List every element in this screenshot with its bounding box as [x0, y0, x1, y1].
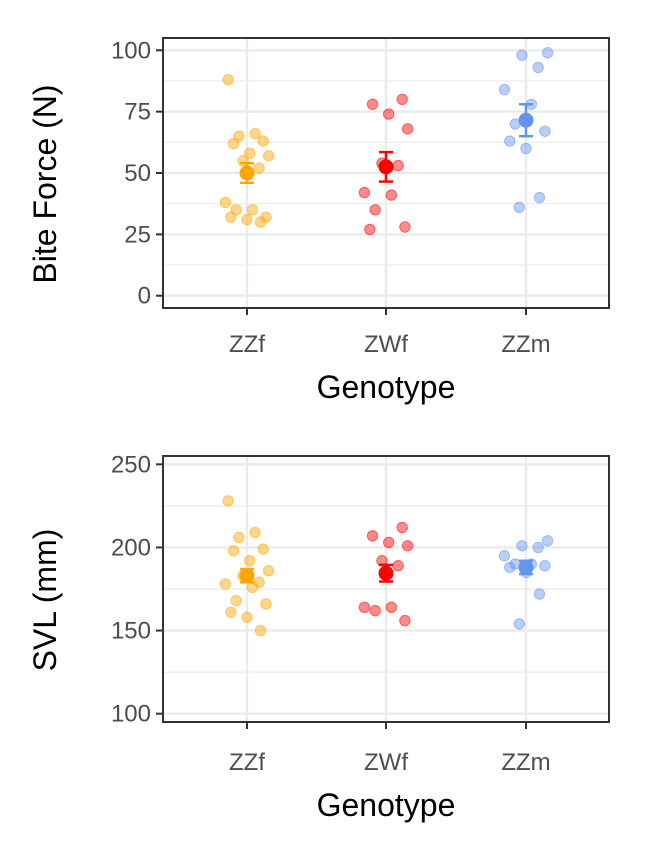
- raw-point-zzm: [513, 201, 525, 214]
- raw-point-zzf: [222, 74, 234, 86]
- x-tick-label-zzm: ZZm: [501, 749, 550, 776]
- raw-point-zzf: [246, 204, 259, 216]
- raw-point-zzf: [219, 578, 232, 590]
- raw-point-zwf: [366, 530, 379, 542]
- raw-point-zzf: [244, 555, 256, 567]
- svl-panel: 100 150 200 250 ZZf ZWf ZZm Genotype SVL (mm): [27, 451, 610, 823]
- raw-point-zzm: [541, 47, 554, 59]
- y-tick-label: 100: [111, 701, 151, 728]
- raw-point-zzf: [227, 545, 240, 557]
- x-tick-label-zwf: ZWf: [364, 331, 408, 358]
- raw-point-zzf: [241, 213, 253, 226]
- raw-point-zzf: [233, 531, 245, 544]
- raw-point-zzf: [257, 543, 269, 555]
- mean-point-zwf: [378, 565, 394, 581]
- raw-point-zwf: [401, 540, 414, 552]
- raw-point-zzm: [513, 618, 525, 630]
- raw-point-zzm: [516, 49, 528, 61]
- x-tick-label-zwf: ZWf: [364, 749, 408, 776]
- y-tick-label: 75: [124, 99, 151, 126]
- raw-point-zzf: [241, 611, 253, 623]
- raw-point-zzf: [222, 495, 234, 507]
- raw-point-zzf: [254, 216, 267, 228]
- raw-point-zwf: [383, 536, 395, 549]
- y-axis-title: SVL (mm): [27, 529, 63, 672]
- raw-point-zwf: [396, 93, 408, 106]
- raw-point-zwf: [401, 123, 414, 135]
- raw-point-zzf: [254, 624, 267, 637]
- x-tick-label-zzf: ZZf: [229, 749, 265, 776]
- raw-point-zzm: [520, 142, 532, 155]
- bite-force-panel: 0 25 50 75 100 ZZf ZWf ZZm Genotype Bite Force (N…: [27, 37, 610, 405]
- raw-point-zzm: [533, 191, 546, 204]
- x-axis-title: Genotype: [317, 369, 456, 405]
- x-tick-label-zzm: ZZm: [501, 331, 550, 358]
- raw-point-zzm: [504, 561, 516, 574]
- raw-point-zwf: [369, 604, 381, 617]
- raw-point-zwf: [396, 521, 408, 534]
- x-axis-title: Genotype: [317, 787, 456, 823]
- raw-point-zwf: [358, 601, 371, 613]
- raw-point-zzf: [262, 565, 275, 577]
- raw-point-zwf: [385, 189, 398, 201]
- raw-point-zzf: [244, 147, 256, 160]
- y-tick-label: 0: [138, 283, 151, 310]
- raw-point-zzm: [541, 535, 554, 547]
- raw-point-zwf: [366, 98, 379, 110]
- mean-point-zwf: [378, 159, 394, 175]
- raw-point-zwf: [392, 560, 404, 572]
- raw-point-zzm: [498, 550, 511, 562]
- raw-point-zzm: [533, 588, 546, 600]
- raw-point-zwf: [358, 186, 371, 199]
- raw-point-zzf: [219, 196, 232, 209]
- raw-point-zzf: [257, 135, 269, 147]
- raw-point-zzf: [260, 598, 272, 610]
- raw-point-zzf: [225, 606, 237, 618]
- raw-point-zzf: [253, 162, 265, 174]
- raw-point-zzf: [230, 594, 242, 607]
- raw-point-zzm: [532, 541, 544, 554]
- raw-point-zwf: [392, 159, 404, 172]
- raw-point-zzm: [532, 61, 544, 74]
- raw-point-zwf: [399, 221, 411, 233]
- y-tick-label: 100: [111, 37, 151, 64]
- raw-point-zwf: [399, 614, 411, 627]
- raw-point-zzm: [539, 125, 551, 137]
- mean-point-zzm: [518, 112, 534, 128]
- raw-point-zzf: [246, 581, 259, 594]
- raw-point-zzm: [504, 135, 516, 147]
- raw-point-zzm: [516, 540, 528, 552]
- mean-point-zzm: [518, 559, 534, 575]
- y-tick-label: 200: [111, 534, 151, 561]
- mean-point-zzf: [239, 568, 255, 584]
- y-tick-label: 150: [111, 618, 151, 645]
- raw-point-zwf: [383, 108, 395, 120]
- raw-point-zwf: [369, 204, 381, 216]
- raw-point-zzf: [262, 150, 275, 162]
- y-tick-label: 50: [124, 160, 151, 187]
- raw-point-zzf: [249, 128, 261, 140]
- y-tick-label: 25: [124, 221, 151, 248]
- y-axis-title: Bite Force (N): [27, 84, 63, 283]
- y-tick-label: 250: [111, 451, 151, 478]
- raw-point-zzf: [249, 526, 261, 539]
- raw-point-zwf: [385, 601, 398, 613]
- raw-point-zzm: [498, 83, 511, 96]
- raw-point-zwf: [364, 223, 376, 236]
- x-tick-label-zzf: ZZf: [229, 331, 265, 358]
- mean-point-zzf: [239, 165, 255, 181]
- raw-point-zzm: [539, 560, 551, 572]
- raw-point-zzf: [225, 211, 237, 223]
- raw-point-zzf: [227, 137, 240, 150]
